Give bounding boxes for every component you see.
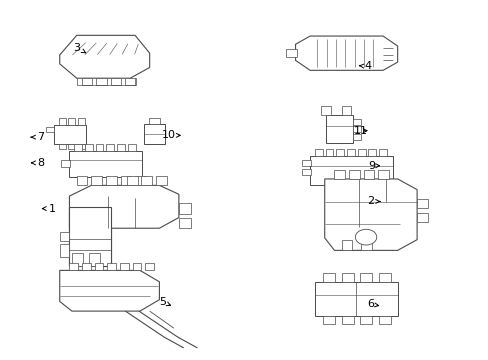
Bar	[107, 262, 116, 270]
Bar	[361, 240, 371, 250]
Circle shape	[355, 229, 376, 245]
Bar	[416, 199, 427, 207]
Text: 5: 5	[159, 297, 170, 307]
Polygon shape	[60, 35, 149, 78]
Bar	[377, 170, 388, 179]
Bar	[135, 176, 145, 185]
Bar	[346, 149, 354, 156]
Bar	[341, 316, 353, 324]
Bar	[69, 207, 111, 266]
Polygon shape	[62, 39, 144, 62]
Polygon shape	[295, 36, 397, 70]
Bar	[360, 273, 372, 282]
Bar	[111, 78, 121, 85]
Bar	[378, 316, 390, 324]
Bar	[143, 124, 165, 144]
Bar	[341, 106, 351, 114]
Text: 11: 11	[353, 126, 367, 136]
Bar	[148, 118, 160, 124]
Text: 2: 2	[366, 197, 379, 206]
Bar	[106, 176, 116, 185]
Bar	[320, 106, 330, 114]
Bar	[85, 144, 93, 151]
Bar	[368, 149, 375, 156]
Bar	[106, 144, 114, 151]
Bar	[95, 262, 103, 270]
Bar	[348, 170, 359, 179]
Polygon shape	[324, 179, 416, 250]
Bar	[145, 262, 154, 270]
Bar	[125, 78, 136, 85]
Bar	[314, 149, 322, 156]
Bar	[59, 118, 65, 125]
Bar	[60, 244, 69, 257]
Polygon shape	[69, 185, 179, 228]
Bar	[126, 176, 137, 185]
Text: 7: 7	[31, 132, 44, 142]
Bar	[325, 114, 352, 143]
Text: 8: 8	[32, 158, 45, 168]
Text: 9: 9	[367, 161, 379, 171]
Bar	[341, 240, 352, 250]
Bar	[54, 125, 85, 144]
Bar	[352, 126, 360, 132]
Bar	[334, 170, 345, 179]
Bar	[59, 144, 65, 149]
Bar	[77, 176, 87, 185]
Bar	[132, 262, 141, 270]
Bar	[309, 156, 392, 185]
Bar	[357, 149, 365, 156]
Bar	[378, 273, 390, 282]
Bar	[179, 217, 191, 228]
Bar	[61, 159, 70, 167]
Bar	[117, 144, 124, 151]
Bar	[301, 169, 310, 175]
Bar	[78, 144, 85, 149]
Bar	[363, 170, 373, 179]
Bar	[416, 213, 427, 222]
Bar	[378, 149, 386, 156]
Bar	[89, 253, 100, 266]
Bar	[314, 282, 397, 316]
Bar	[69, 151, 142, 177]
Bar	[352, 119, 360, 125]
Text: 3: 3	[73, 43, 85, 53]
Bar	[74, 144, 82, 151]
Text: 6: 6	[366, 299, 378, 309]
Bar	[46, 127, 54, 132]
Bar	[336, 149, 344, 156]
Bar	[323, 316, 335, 324]
Bar	[68, 118, 75, 125]
Bar	[352, 134, 360, 140]
Bar	[96, 144, 103, 151]
Bar	[72, 253, 82, 266]
Bar	[60, 232, 69, 241]
Polygon shape	[60, 270, 159, 311]
Bar	[179, 203, 191, 214]
Bar	[91, 176, 102, 185]
Bar	[69, 262, 78, 270]
Bar	[81, 78, 92, 85]
Bar	[341, 273, 353, 282]
Text: 4: 4	[359, 62, 371, 71]
Bar	[69, 207, 111, 266]
Bar	[127, 144, 135, 151]
Text: 1: 1	[42, 203, 56, 213]
Bar	[285, 49, 296, 57]
Bar	[323, 273, 335, 282]
Bar	[360, 316, 372, 324]
Text: 10: 10	[162, 130, 180, 140]
Bar	[120, 262, 128, 270]
Bar	[325, 149, 333, 156]
Bar	[96, 78, 107, 85]
Bar	[141, 176, 152, 185]
Bar	[301, 160, 310, 166]
Bar	[82, 262, 91, 270]
Bar	[78, 118, 85, 125]
Bar	[68, 144, 75, 149]
Bar	[156, 176, 166, 185]
Bar	[120, 176, 131, 185]
